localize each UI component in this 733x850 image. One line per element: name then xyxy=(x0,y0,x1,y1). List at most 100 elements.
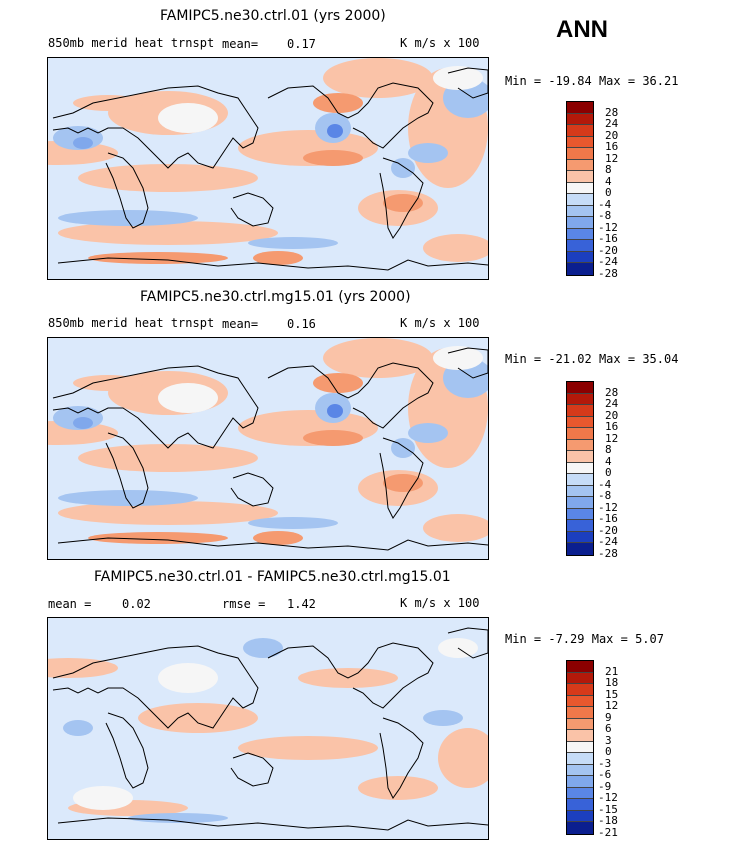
field-region xyxy=(73,375,143,391)
colorbar-tick-label: 6 xyxy=(605,722,612,736)
colorbar-tick-label: -16 xyxy=(598,512,618,526)
panel-1-mean-label: mean= xyxy=(222,37,259,51)
colorbar-swatch xyxy=(567,148,593,160)
colorbar-tick-label: -8 xyxy=(598,209,612,223)
coastline xyxy=(267,362,434,429)
panel-3-min-value: -7.29 xyxy=(548,632,585,646)
colorbar-swatch xyxy=(567,787,593,800)
colorbar-swatch xyxy=(567,382,593,394)
field-region xyxy=(78,164,258,192)
coastline xyxy=(105,712,149,789)
field-region xyxy=(58,210,198,226)
panel-3-max-label: Max = xyxy=(591,632,628,646)
colorbar-tick-label: 4 xyxy=(605,174,612,188)
colorbar-tick-label: 0 xyxy=(605,466,612,480)
colorbar-tick-label: 0 xyxy=(605,186,612,200)
field-region xyxy=(323,338,433,378)
colorbar-tick-label: -21 xyxy=(598,826,618,839)
colorbar-tick-label: -4 xyxy=(598,197,612,211)
field-region xyxy=(138,703,258,733)
colorbar-tick-label: 24 xyxy=(605,117,619,131)
colorbar-swatch xyxy=(567,393,593,406)
colorbar-swatch xyxy=(567,205,593,218)
colorbar-swatch xyxy=(567,439,593,452)
colorbar-swatch xyxy=(567,799,593,811)
colorbar-swatch xyxy=(567,672,593,685)
coastline xyxy=(267,642,434,709)
field-region xyxy=(313,93,363,113)
colorbar-tick-label: 8 xyxy=(605,163,612,177)
colorbar-swatch xyxy=(567,171,593,183)
panel-3-min-label: Min = xyxy=(505,632,542,646)
panel-1-title: FAMIPC5.ne30.ctrl.01 (yrs 2000) xyxy=(160,8,386,24)
field-region xyxy=(158,663,218,693)
colorbar-tick-label: -8 xyxy=(598,489,612,503)
colorbar-tick-label: -24 xyxy=(598,535,618,549)
field-region xyxy=(128,813,228,823)
field-region xyxy=(253,251,303,265)
colorbar-tick-label: 20 xyxy=(605,408,619,422)
panel-1-max-label: Max = xyxy=(598,74,636,88)
colorbar-tick-label: -9 xyxy=(598,779,612,793)
coastline xyxy=(447,67,488,99)
panel-3-rmse-label: rmse = xyxy=(222,597,266,611)
colorbar-tick-label: -18 xyxy=(598,814,618,828)
field-region xyxy=(58,501,278,525)
colorbar-tick-label: -12 xyxy=(598,220,618,234)
coastline xyxy=(379,717,424,799)
panel-2-colorbar xyxy=(566,381,594,556)
panel-2-min-label: Min = xyxy=(505,352,542,366)
coastline xyxy=(105,152,149,229)
field-region xyxy=(58,221,278,245)
field-region xyxy=(327,124,343,138)
colorbar-swatch xyxy=(567,474,593,486)
coastline xyxy=(57,537,488,551)
coastline xyxy=(267,82,434,149)
colorbar-swatch xyxy=(567,405,593,417)
colorbar-tick-label: 12 xyxy=(605,151,619,165)
field-region xyxy=(88,532,228,544)
coastline xyxy=(57,817,488,831)
panel-3-mean-label: mean = xyxy=(48,597,92,611)
colorbar-swatch xyxy=(567,263,593,275)
colorbar-swatch xyxy=(567,741,593,754)
panel-2-max-value: 35.04 xyxy=(642,352,679,366)
colorbar-tick-label: -3 xyxy=(598,756,612,770)
colorbar-swatch xyxy=(567,497,593,509)
coastline xyxy=(379,157,424,239)
field-region xyxy=(243,638,283,658)
panel-3-rmse-value: 1.42 xyxy=(287,597,316,611)
colorbar-tick-label: -15 xyxy=(598,802,618,816)
colorbar-swatch xyxy=(567,485,593,498)
colorbar-swatch xyxy=(567,695,593,708)
colorbar-tick-label: -20 xyxy=(598,243,618,257)
colorbar-tick-label: 16 xyxy=(605,140,619,154)
panel-2-map-field xyxy=(48,338,488,551)
field-region xyxy=(73,417,93,429)
field-region xyxy=(391,158,415,178)
panel-3-units: K m/s x 100 xyxy=(400,596,480,610)
colorbar-tick-label: 9 xyxy=(605,710,612,724)
field-region xyxy=(433,346,483,370)
coastline xyxy=(447,627,488,659)
colorbar-swatch xyxy=(567,520,593,532)
colorbar-tick-label: -28 xyxy=(598,267,618,280)
panel-3-max-value: 5.07 xyxy=(635,632,664,646)
field-region xyxy=(73,95,143,111)
colorbar-swatch xyxy=(567,182,593,195)
colorbar-tick-label: -20 xyxy=(598,523,618,537)
panel-3-minmax: Min = -7.29 Max = 5.07 xyxy=(505,632,664,646)
colorbar-tick-label: 12 xyxy=(605,699,619,713)
field-region xyxy=(303,430,363,446)
colorbar-swatch xyxy=(567,764,593,777)
coastline xyxy=(230,192,274,227)
colorbar-tick-label: 24 xyxy=(605,397,619,411)
colorbar-tick-label: -6 xyxy=(598,768,612,782)
field-region xyxy=(323,58,433,98)
field-region xyxy=(327,404,343,418)
panel-1-variable-label: 850mb merid heat trnspt xyxy=(48,36,215,50)
colorbar-tick-label: 18 xyxy=(605,676,619,690)
field-region xyxy=(63,720,93,736)
colorbar-swatch xyxy=(567,125,593,137)
field-region xyxy=(78,444,258,472)
